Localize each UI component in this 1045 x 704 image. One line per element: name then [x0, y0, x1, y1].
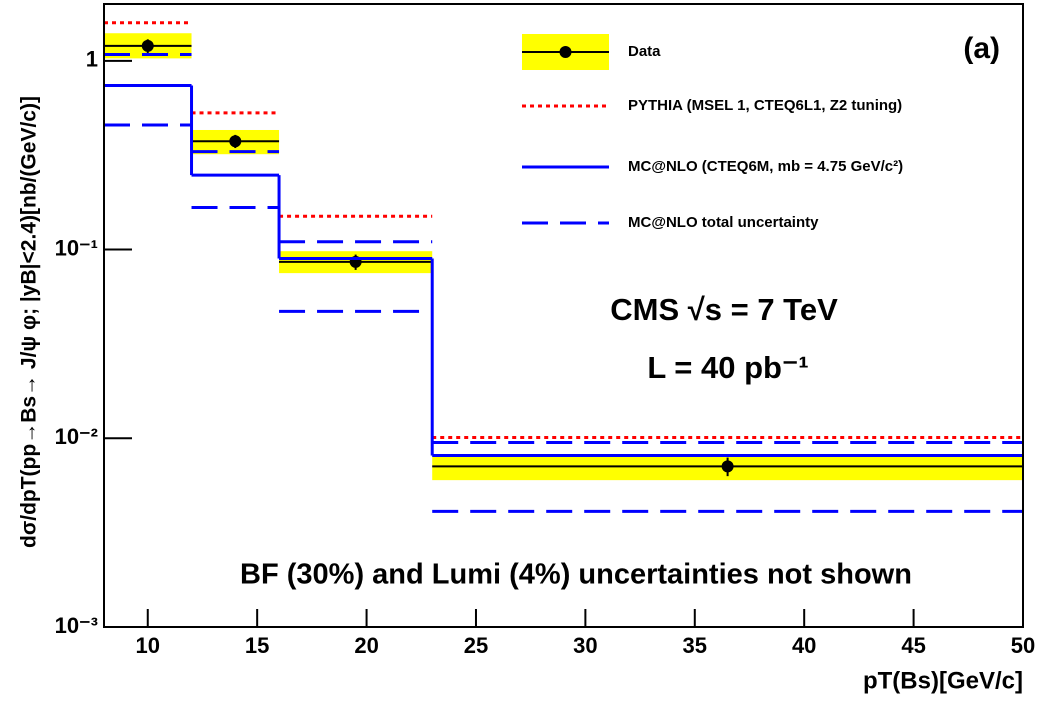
- x-tick-label: 45: [901, 633, 925, 658]
- x-tick-label: 20: [354, 633, 378, 658]
- x-tick-label: 25: [464, 633, 488, 658]
- y-axis-title: dσ/dpT(pp→Bs→ J/ψ φ; |yB|<2.4)[nb/(GeV/c…: [18, 96, 41, 548]
- data-point: [721, 460, 734, 473]
- annotation: L = 40 pb⁻¹: [647, 350, 808, 385]
- annotation: (a): [963, 32, 1000, 65]
- annotation: CMS √s = 7 TeV: [610, 292, 838, 327]
- legend-label: Data: [628, 43, 661, 60]
- legend-marker: [559, 46, 572, 58]
- annotation: BF (30%) and Lumi (4%) uncertainties not…: [240, 559, 912, 591]
- y-tick-label: 1: [86, 47, 98, 72]
- x-tick-label: 35: [683, 633, 707, 658]
- legend-label: MC@NLO total uncertainty: [628, 214, 819, 231]
- x-tick-label: 30: [573, 633, 597, 658]
- data-point: [141, 39, 154, 52]
- x-tick-label: 50: [1011, 633, 1035, 658]
- y-tick-label: 10⁻²: [55, 424, 98, 449]
- y-tick-label: 10⁻³: [55, 613, 98, 638]
- legend-label: MC@NLO (CTEQ6M, mb = 4.75 GeV/c²): [628, 158, 903, 175]
- x-tick-label: 40: [792, 633, 816, 658]
- legend-label: PYTHIA (MSEL 1, CTEQ6L1, Z2 tuning): [628, 97, 902, 114]
- x-tick-label: 10: [136, 633, 160, 658]
- plot-frame: [103, 3, 1024, 628]
- y-tick-label: 10⁻¹: [55, 235, 98, 260]
- x-tick-label: 15: [245, 633, 269, 658]
- x-axis-title: pT(Bs)[GeV/c]: [863, 667, 1023, 694]
- plot-area: [104, 21, 1023, 513]
- data-point: [229, 135, 242, 148]
